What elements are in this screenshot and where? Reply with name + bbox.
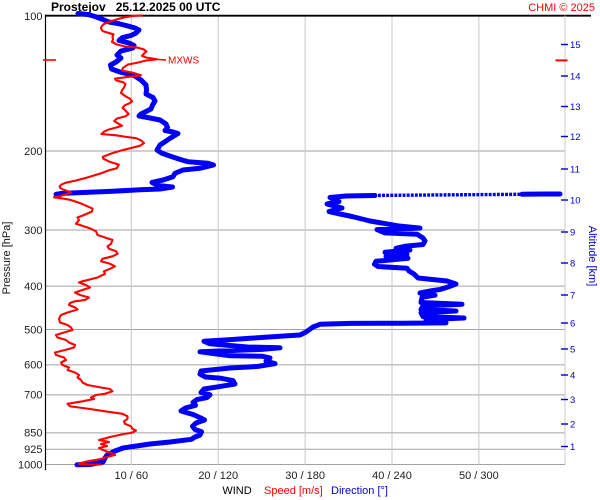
svg-text:15: 15 bbox=[570, 40, 581, 51]
svg-text:500: 500 bbox=[24, 324, 42, 336]
svg-text:WIND: WIND bbox=[222, 485, 251, 497]
svg-text:925: 925 bbox=[24, 444, 42, 456]
svg-text:1: 1 bbox=[570, 442, 575, 453]
svg-text:2: 2 bbox=[570, 420, 575, 431]
svg-text:4: 4 bbox=[570, 371, 575, 382]
svg-text:Direction [°]: Direction [°] bbox=[331, 485, 388, 497]
svg-text:600: 600 bbox=[24, 360, 42, 372]
svg-text:7: 7 bbox=[570, 291, 575, 302]
svg-text:300: 300 bbox=[24, 225, 42, 237]
svg-text:20 / 120: 20 / 120 bbox=[198, 470, 238, 482]
svg-text:5: 5 bbox=[570, 345, 575, 356]
svg-text:11: 11 bbox=[570, 165, 580, 176]
svg-text:12: 12 bbox=[570, 132, 581, 143]
svg-text:MXWS: MXWS bbox=[168, 56, 199, 67]
svg-text:Speed [m/s]: Speed [m/s] bbox=[264, 485, 323, 497]
svg-text:Pressure [hPa]: Pressure [hPa] bbox=[1, 222, 13, 295]
svg-text:1000: 1000 bbox=[18, 459, 42, 471]
svg-text:Altitude [km]: Altitude [km] bbox=[586, 226, 598, 287]
svg-text:100: 100 bbox=[24, 11, 42, 23]
svg-text:200: 200 bbox=[24, 146, 42, 158]
svg-text:CHMI © 2025: CHMI © 2025 bbox=[528, 2, 595, 14]
svg-text:Prostejov 25.12.2025 00 UTC: Prostejov 25.12.2025 00 UTC bbox=[51, 0, 221, 14]
svg-text:700: 700 bbox=[24, 390, 42, 402]
svg-text:10: 10 bbox=[570, 196, 581, 207]
svg-text:10 / 60: 10 / 60 bbox=[114, 470, 148, 482]
svg-text:50 / 300: 50 / 300 bbox=[459, 470, 499, 482]
svg-text:6: 6 bbox=[570, 319, 575, 330]
svg-text:40 / 240: 40 / 240 bbox=[372, 470, 412, 482]
svg-text:850: 850 bbox=[24, 428, 42, 440]
svg-text:30 / 180: 30 / 180 bbox=[285, 470, 325, 482]
svg-text:8: 8 bbox=[570, 259, 575, 270]
svg-text:400: 400 bbox=[24, 281, 42, 293]
svg-text:13: 13 bbox=[570, 102, 581, 113]
svg-text:9: 9 bbox=[570, 228, 575, 239]
svg-text:3: 3 bbox=[570, 395, 575, 406]
svg-text:14: 14 bbox=[570, 72, 581, 83]
